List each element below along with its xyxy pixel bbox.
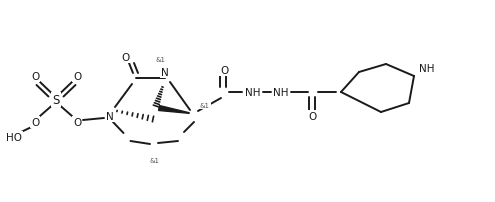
- Text: O: O: [73, 72, 81, 82]
- Text: NH: NH: [273, 87, 289, 98]
- Text: &1: &1: [200, 102, 210, 108]
- Text: O: O: [122, 53, 130, 63]
- Text: NH: NH: [419, 64, 435, 74]
- Text: N: N: [161, 68, 169, 78]
- Text: &1: &1: [155, 57, 165, 63]
- Text: NH: NH: [245, 87, 260, 98]
- Polygon shape: [158, 106, 189, 114]
- Text: O: O: [308, 112, 317, 121]
- Text: N: N: [106, 112, 114, 121]
- Text: O: O: [73, 117, 81, 127]
- Text: HO: HO: [6, 132, 22, 142]
- Text: O: O: [220, 65, 228, 75]
- Text: S: S: [52, 94, 60, 106]
- Text: O: O: [31, 72, 39, 82]
- Text: &1: &1: [149, 157, 159, 163]
- Text: O: O: [31, 117, 39, 127]
